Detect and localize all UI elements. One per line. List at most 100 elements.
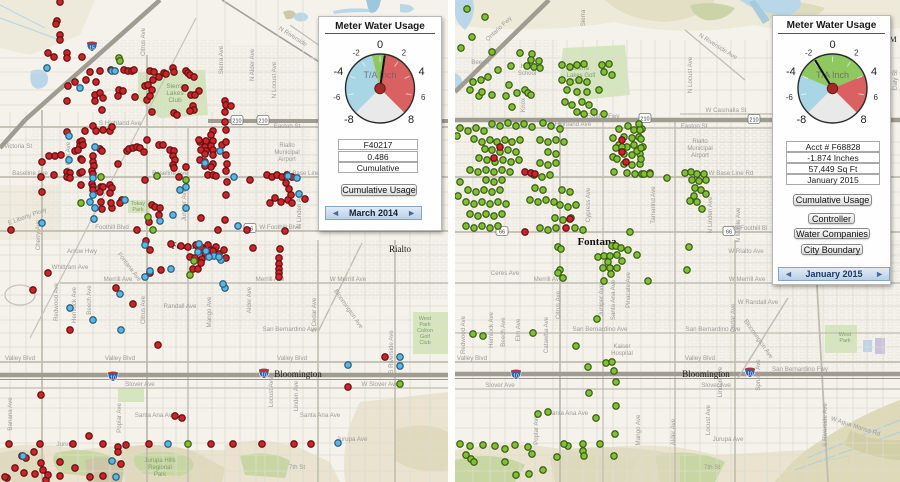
- svg-text:Poplar Ave: Poplar Ave: [533, 415, 540, 445]
- svg-text:West: West: [839, 332, 852, 338]
- svg-text:-4: -4: [786, 66, 796, 78]
- svg-text:Ceres Ave: Ceres Ave: [491, 270, 520, 277]
- svg-text:-2: -2: [805, 49, 813, 58]
- svg-text:San Bernardino Ave: San Bernardino Ave: [573, 326, 628, 333]
- svg-text:Santa Ana Ave: Santa Ana Ave: [610, 279, 617, 320]
- svg-text:Merrill Ave: Merrill Ave: [534, 276, 563, 283]
- svg-text:San Bernardino Fwy: San Bernardino Fwy: [772, 366, 829, 373]
- svg-text:6: 6: [873, 93, 878, 102]
- svg-text:Valley Blvd: Valley Blvd: [105, 355, 136, 362]
- svg-text:Beech: Beech: [471, 59, 489, 66]
- svg-text:Hospital: Hospital: [611, 351, 633, 357]
- svg-text:W Slover Ave: W Slover Ave: [361, 381, 399, 388]
- svg-text:Airport: Airport: [278, 157, 296, 163]
- svg-text:Victoria St: Victoria St: [4, 143, 32, 150]
- svg-text:Hemlock Ave: Hemlock Ave: [488, 311, 495, 348]
- svg-text:Linden Ave: Linden Ave: [293, 380, 300, 411]
- svg-text:Hemlock Ave: Hemlock Ave: [71, 286, 78, 323]
- svg-text:Park: Park: [419, 322, 431, 328]
- svg-text:Redwood Ave: Redwood Ave: [460, 315, 467, 354]
- svg-text:Golf: Golf: [420, 334, 431, 340]
- svg-text:Park: Park: [154, 472, 167, 478]
- svg-text:T/A Inch: T/A Inch: [816, 70, 849, 80]
- svg-text:Beech Ave: Beech Ave: [500, 317, 507, 347]
- svg-text:Rialto: Rialto: [692, 139, 708, 145]
- svg-text:8: 8: [408, 114, 414, 126]
- svg-text:Fontana: Fontana: [577, 236, 617, 248]
- svg-text:N Locust Ave: N Locust Ave: [687, 56, 694, 93]
- svg-text:Citrus Ave: Citrus Ave: [140, 295, 147, 324]
- svg-text:-2: -2: [353, 49, 361, 58]
- svg-text:Bloomington: Bloomington: [682, 369, 730, 379]
- svg-text:S Riverside Ave: S Riverside Ave: [388, 330, 395, 374]
- svg-text:Banana Ave: Banana Ave: [7, 397, 14, 431]
- svg-text:Merrill Ave: Merrill Ave: [104, 276, 133, 283]
- svg-text:2: 2: [402, 49, 407, 58]
- svg-text:66: 66: [499, 229, 505, 235]
- svg-text:Alder Ave: Alder Ave: [670, 418, 677, 445]
- svg-text:Whittram Ave: Whittram Ave: [52, 264, 89, 271]
- svg-text:T/A Inch: T/A Inch: [363, 70, 396, 80]
- svg-text:N Linden Ave: N Linden Ave: [707, 196, 714, 233]
- svg-text:Jurupa: Jurupa: [57, 441, 76, 448]
- svg-text:7th St: 7th St: [289, 464, 305, 471]
- svg-text:Catawba Ave: Catawba Ave: [543, 316, 550, 353]
- svg-text:Jurupa Hills: Jurupa Hills: [144, 458, 175, 464]
- svg-text:Easton St: Easton St: [274, 123, 301, 130]
- svg-text:Bloomington: Bloomington: [274, 369, 322, 379]
- svg-text:Randall Ave: Randall Ave: [164, 303, 197, 310]
- svg-text:210: 210: [232, 118, 241, 124]
- svg-text:Pinacate Ave: Pinacate Ave: [625, 271, 632, 308]
- svg-text:Citrus Ave: Citrus Ave: [555, 290, 562, 319]
- svg-text:4: 4: [871, 66, 877, 78]
- svg-text:N Linden Ave: N Linden Ave: [296, 191, 303, 228]
- svg-text:Sierra: Sierra: [166, 83, 184, 90]
- svg-text:Jurupa Ave: Jurupa Ave: [713, 436, 744, 443]
- svg-text:S Highland Ave: S Highland Ave: [99, 120, 142, 127]
- svg-text:Valley Blvd: Valley Blvd: [685, 355, 716, 362]
- svg-text:N Locust Ave: N Locust Ave: [271, 61, 278, 98]
- svg-text:Merrill Ave: Merrill Ave: [256, 276, 285, 283]
- svg-text:West: West: [419, 316, 432, 322]
- svg-text:W Randall Ave: W Randall Ave: [738, 299, 779, 306]
- svg-text:66: 66: [726, 229, 732, 235]
- svg-text:Linden Ave: Linden Ave: [717, 366, 724, 397]
- svg-text:W Merrill Ave: W Merrill Ave: [330, 276, 367, 283]
- svg-text:S Highland Ave: S Highland Ave: [549, 121, 592, 128]
- svg-text:8: 8: [861, 114, 867, 126]
- svg-text:N Maple Ave: N Maple Ave: [735, 207, 742, 243]
- svg-text:-8: -8: [797, 114, 807, 126]
- svg-text:Redwood Ave: Redwood Ave: [53, 282, 60, 321]
- svg-text:0: 0: [377, 39, 383, 51]
- svg-text:Slover Ave: Slover Ave: [125, 381, 155, 388]
- svg-text:Santa Ana Ave: Santa Ana Ave: [135, 412, 176, 419]
- svg-text:Club: Club: [419, 340, 430, 346]
- svg-text:Regional: Regional: [148, 465, 172, 471]
- svg-text:210: 210: [258, 118, 267, 124]
- svg-text:Baseline Ave: Baseline Ave: [12, 170, 48, 177]
- svg-text:Kaiser: Kaiser: [613, 344, 630, 350]
- svg-text:Poplar Ave: Poplar Ave: [116, 403, 123, 433]
- svg-text:W Casmalia St: W Casmalia St: [706, 107, 747, 114]
- svg-text:M: M: [889, 35, 896, 44]
- svg-text:Sierra Ave: Sierra Ave: [218, 45, 225, 74]
- svg-text:-6: -6: [333, 93, 341, 102]
- svg-text:School: School: [518, 71, 536, 77]
- svg-text:Knox: Knox: [520, 97, 527, 112]
- svg-text:10: 10: [513, 374, 519, 380]
- svg-text:Santa Ana Ave: Santa Ana Ave: [548, 410, 589, 417]
- svg-text:Foothill Blvd: Foothill Blvd: [95, 224, 129, 231]
- svg-text:-4: -4: [334, 66, 344, 78]
- svg-text:Cedar Ave: Cedar Ave: [730, 303, 737, 332]
- svg-text:2: 2: [854, 49, 859, 58]
- svg-text:W Rialto Ave: W Rialto Ave: [728, 248, 764, 255]
- svg-text:Citrus Ave: Citrus Ave: [140, 27, 147, 56]
- svg-text:Locust Ave: Locust Ave: [705, 404, 712, 435]
- svg-text:Slover Ave: Slover Ave: [701, 382, 731, 389]
- svg-text:Airport: Airport: [691, 153, 709, 159]
- svg-text:Tamarind Ave: Tamarind Ave: [650, 186, 657, 224]
- svg-text:Santa Ana Ave: Santa Ana Ave: [300, 412, 341, 419]
- svg-text:210: 210: [749, 117, 758, 123]
- svg-text:San Bernardino Ave: San Bernardino Ave: [686, 326, 741, 333]
- svg-text:Municipal: Municipal: [274, 150, 299, 156]
